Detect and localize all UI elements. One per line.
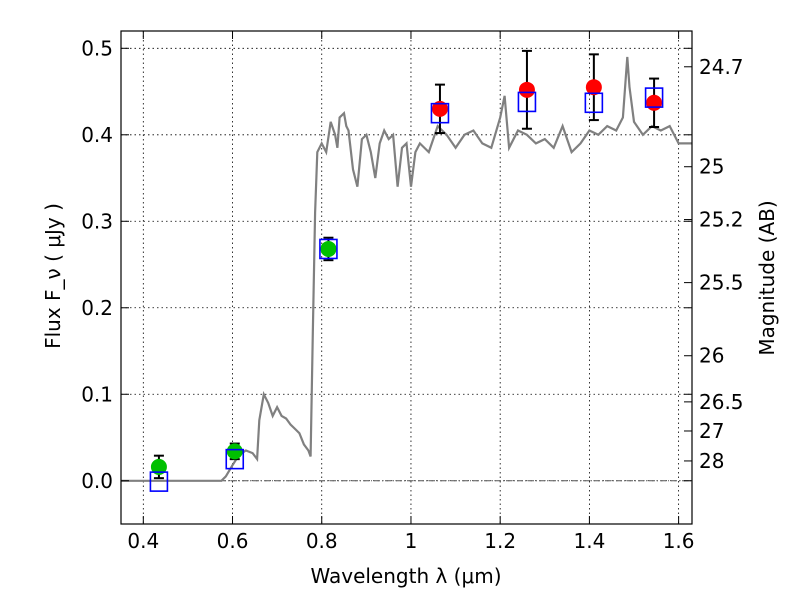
- grid: [121, 31, 692, 524]
- y2-axis-label: Magnitude (AB): [755, 200, 779, 355]
- model-photometry-box: [319, 238, 338, 260]
- y-axis-label: Flux F_ν ( μJy ): [41, 203, 65, 349]
- axis-ticks: [121, 31, 692, 524]
- model-photometry-box: [644, 87, 664, 108]
- magnitude-tick-label: 26: [699, 344, 724, 368]
- y-tick-label: 0.1: [81, 382, 113, 406]
- x-tick-label: 1.2: [484, 529, 516, 553]
- observed-optical-point: [320, 240, 337, 257]
- y-tick-label: 0.3: [81, 209, 113, 233]
- model-photometry-box: [430, 102, 450, 124]
- x-tick-label: 0.8: [306, 529, 338, 553]
- y-tick-label: 0.2: [81, 296, 113, 320]
- magnitude-tick-labels: 24.7 25 25.2 25.5 26 26.5 27 28: [699, 55, 744, 473]
- model-photometry-boxes: [149, 87, 664, 492]
- model-photometry-box: [225, 448, 245, 470]
- observed-optical-point: [150, 458, 167, 475]
- model-spectrum-line: [121, 56, 692, 482]
- error-bars: [153, 49, 660, 480]
- y-tick-label: 0.4: [81, 123, 113, 147]
- observed-nir-point: [585, 79, 602, 96]
- model-photometry-box: [517, 91, 537, 113]
- data-points: [150, 79, 663, 475]
- observed-nir-point: [646, 94, 663, 111]
- model-photometry-box: [149, 471, 169, 492]
- magnitude-tick-label: 27: [699, 419, 724, 443]
- x-tick-label: 0.6: [217, 529, 249, 553]
- model-photometry-box: [584, 92, 604, 114]
- y-tick-label: 0.5: [81, 36, 113, 60]
- x-tick-label: 1.4: [573, 529, 605, 553]
- magnitude-tick-label: 24.7: [699, 55, 744, 79]
- x-tick-label: 1.6: [663, 529, 695, 553]
- magnitude-tick-label: 25: [699, 155, 724, 179]
- x-axis-label: Wavelength λ (μm): [310, 564, 501, 588]
- magnitude-tick-label: 28: [699, 449, 724, 473]
- y-tick-label: 0.0: [81, 469, 113, 493]
- observed-nir-point: [518, 81, 535, 98]
- observed-optical-point: [226, 443, 243, 460]
- magnitude-tick-label: 25.5: [699, 271, 744, 295]
- x-tick-label: 0.4: [127, 529, 159, 553]
- x-tick-labels: 0.4 0.6 0.8 1 1.2 1.4 1.6: [127, 529, 694, 553]
- magnitude-tick-label: 25.2: [699, 208, 744, 232]
- y-tick-labels: 0.0 0.1 0.2 0.3 0.4 0.5: [81, 36, 113, 492]
- magnitude-tick-label: 26.5: [699, 390, 744, 414]
- x-tick-label: 1: [405, 529, 418, 553]
- observed-nir-point: [431, 100, 448, 117]
- plot-frame: [120, 30, 693, 525]
